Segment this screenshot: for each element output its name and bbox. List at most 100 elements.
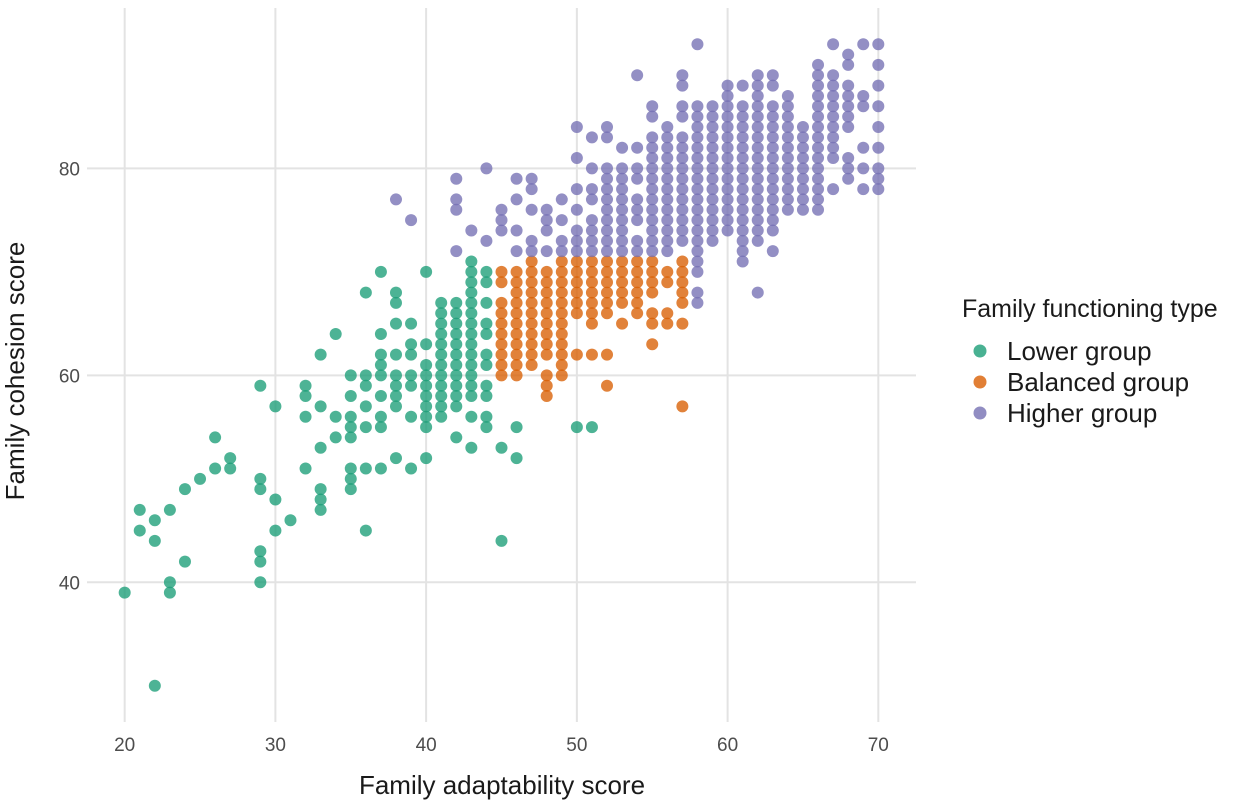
data-point bbox=[510, 296, 523, 309]
data-point bbox=[676, 317, 689, 330]
data-point bbox=[646, 110, 659, 123]
data-point bbox=[420, 379, 433, 392]
data-point bbox=[781, 172, 794, 185]
data-point bbox=[646, 172, 659, 185]
data-point bbox=[435, 390, 448, 403]
data-point bbox=[465, 286, 478, 299]
data-point bbox=[766, 100, 779, 113]
data-point bbox=[646, 141, 659, 154]
data-point bbox=[872, 172, 885, 185]
data-point bbox=[646, 162, 659, 175]
data-point bbox=[842, 121, 855, 133]
data-point bbox=[133, 524, 146, 537]
data-point bbox=[510, 307, 523, 320]
data-point bbox=[796, 131, 809, 144]
data-point bbox=[601, 224, 614, 237]
data-point bbox=[254, 555, 267, 568]
data-point bbox=[872, 121, 885, 133]
data-point bbox=[721, 100, 734, 113]
data-point bbox=[435, 307, 448, 320]
data-point bbox=[329, 431, 342, 444]
data-point bbox=[631, 245, 644, 258]
data-point bbox=[676, 79, 689, 92]
data-point bbox=[631, 69, 644, 82]
data-point bbox=[676, 276, 689, 289]
data-point bbox=[525, 348, 538, 361]
data-point bbox=[480, 359, 493, 371]
legend-label: Higher group bbox=[1007, 398, 1157, 428]
data-point bbox=[601, 296, 614, 309]
data-point bbox=[420, 400, 433, 413]
data-point bbox=[450, 348, 463, 361]
data-point bbox=[420, 421, 433, 434]
data-point bbox=[781, 110, 794, 123]
data-point bbox=[766, 214, 779, 227]
data-point bbox=[450, 317, 463, 330]
data-point bbox=[827, 110, 840, 123]
data-point bbox=[540, 276, 553, 289]
data-point bbox=[435, 348, 448, 361]
data-point bbox=[254, 545, 267, 558]
data-point bbox=[510, 327, 523, 340]
data-point bbox=[691, 172, 704, 185]
data-point bbox=[676, 183, 689, 196]
data-point bbox=[616, 214, 629, 227]
data-point bbox=[601, 121, 614, 133]
data-point bbox=[616, 276, 629, 289]
data-point bbox=[344, 369, 357, 382]
data-point bbox=[676, 110, 689, 123]
data-point bbox=[570, 152, 583, 165]
data-point bbox=[842, 152, 855, 165]
data-point bbox=[570, 121, 583, 133]
data-point bbox=[555, 348, 568, 361]
data-point bbox=[359, 462, 372, 475]
data-point bbox=[148, 679, 161, 692]
data-point bbox=[706, 224, 719, 237]
data-point bbox=[540, 203, 553, 216]
data-point bbox=[766, 203, 779, 216]
legend-label: Balanced group bbox=[1007, 367, 1189, 397]
data-point bbox=[676, 265, 689, 278]
data-point bbox=[857, 162, 870, 175]
data-point bbox=[495, 369, 508, 382]
data-point bbox=[585, 162, 598, 175]
data-point bbox=[495, 307, 508, 320]
data-point bbox=[646, 317, 659, 330]
data-point bbox=[389, 317, 402, 330]
data-point bbox=[495, 338, 508, 351]
data-point bbox=[540, 296, 553, 309]
data-point bbox=[570, 286, 583, 299]
data-point bbox=[374, 410, 387, 423]
data-point bbox=[570, 265, 583, 278]
data-point bbox=[676, 131, 689, 144]
data-point bbox=[495, 534, 508, 547]
data-point bbox=[163, 503, 176, 516]
data-point bbox=[254, 472, 267, 485]
data-point bbox=[405, 214, 418, 227]
data-point bbox=[555, 327, 568, 340]
data-point bbox=[646, 265, 659, 278]
data-point bbox=[751, 100, 764, 113]
data-point bbox=[721, 152, 734, 165]
data-point bbox=[525, 255, 538, 268]
data-point bbox=[796, 162, 809, 175]
data-point bbox=[344, 390, 357, 403]
data-point bbox=[254, 483, 267, 496]
data-point bbox=[706, 234, 719, 247]
data-point bbox=[495, 348, 508, 361]
data-point bbox=[751, 152, 764, 165]
data-point bbox=[691, 296, 704, 309]
data-point bbox=[812, 152, 825, 165]
data-point bbox=[495, 276, 508, 289]
data-point bbox=[661, 245, 674, 258]
data-point bbox=[510, 348, 523, 361]
data-point bbox=[555, 276, 568, 289]
data-point bbox=[616, 286, 629, 299]
data-point bbox=[781, 203, 794, 216]
data-point bbox=[465, 390, 478, 403]
data-point bbox=[766, 69, 779, 82]
data-point bbox=[510, 245, 523, 258]
data-point bbox=[495, 203, 508, 216]
data-point bbox=[420, 390, 433, 403]
data-point bbox=[631, 265, 644, 278]
